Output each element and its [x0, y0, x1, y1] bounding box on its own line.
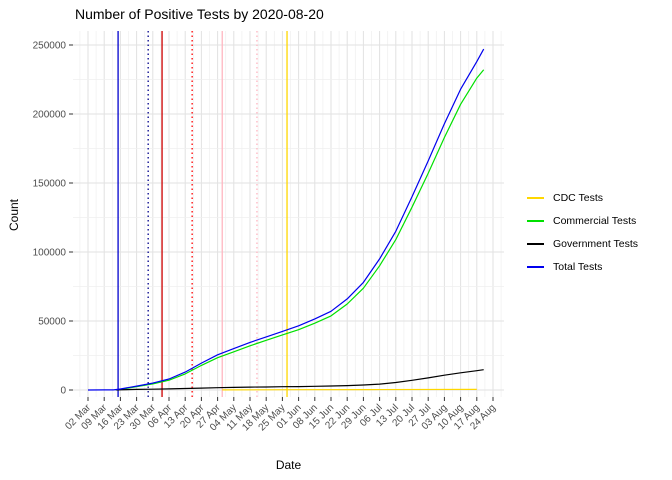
legend-item-commercial-tests: Commercial Tests: [527, 209, 638, 232]
series-line-government-tests: [115, 369, 484, 391]
y-axis-title: Count: [7, 198, 21, 232]
y-tick-label: 0: [60, 386, 66, 397]
legend-label: Commercial Tests: [553, 214, 637, 227]
legend-key-line: [527, 219, 544, 222]
legend-key-line: [527, 196, 544, 199]
y-tick-label: 200000: [33, 110, 67, 121]
chart-title: Number of Positive Tests by 2020-08-20: [75, 6, 324, 22]
legend: CDC Tests Commercial Tests Government Test…: [527, 186, 638, 278]
legend-label: CDC Tests: [553, 191, 603, 204]
legend-label: Total Tests: [553, 260, 603, 273]
series-line-cdc-tests: [222, 388, 477, 391]
legend-key-line: [527, 265, 544, 268]
series-line-total-tests: [87, 48, 485, 391]
y-tick-label: 50000: [38, 317, 66, 328]
legend-item-cdc-tests: CDC Tests: [527, 186, 638, 209]
y-tick-label: 150000: [33, 179, 67, 190]
y-tick-label: 100000: [33, 248, 67, 259]
legend-item-government-tests: Government Tests: [527, 232, 638, 255]
legend-key-line: [527, 242, 544, 245]
y-tick-label: 250000: [33, 41, 67, 52]
legend-label: Government Tests: [553, 237, 639, 250]
x-axis-title: Date: [275, 458, 302, 472]
series-line-commercial-tests: [115, 69, 485, 391]
legend-item-total-tests: Total Tests: [527, 255, 638, 278]
